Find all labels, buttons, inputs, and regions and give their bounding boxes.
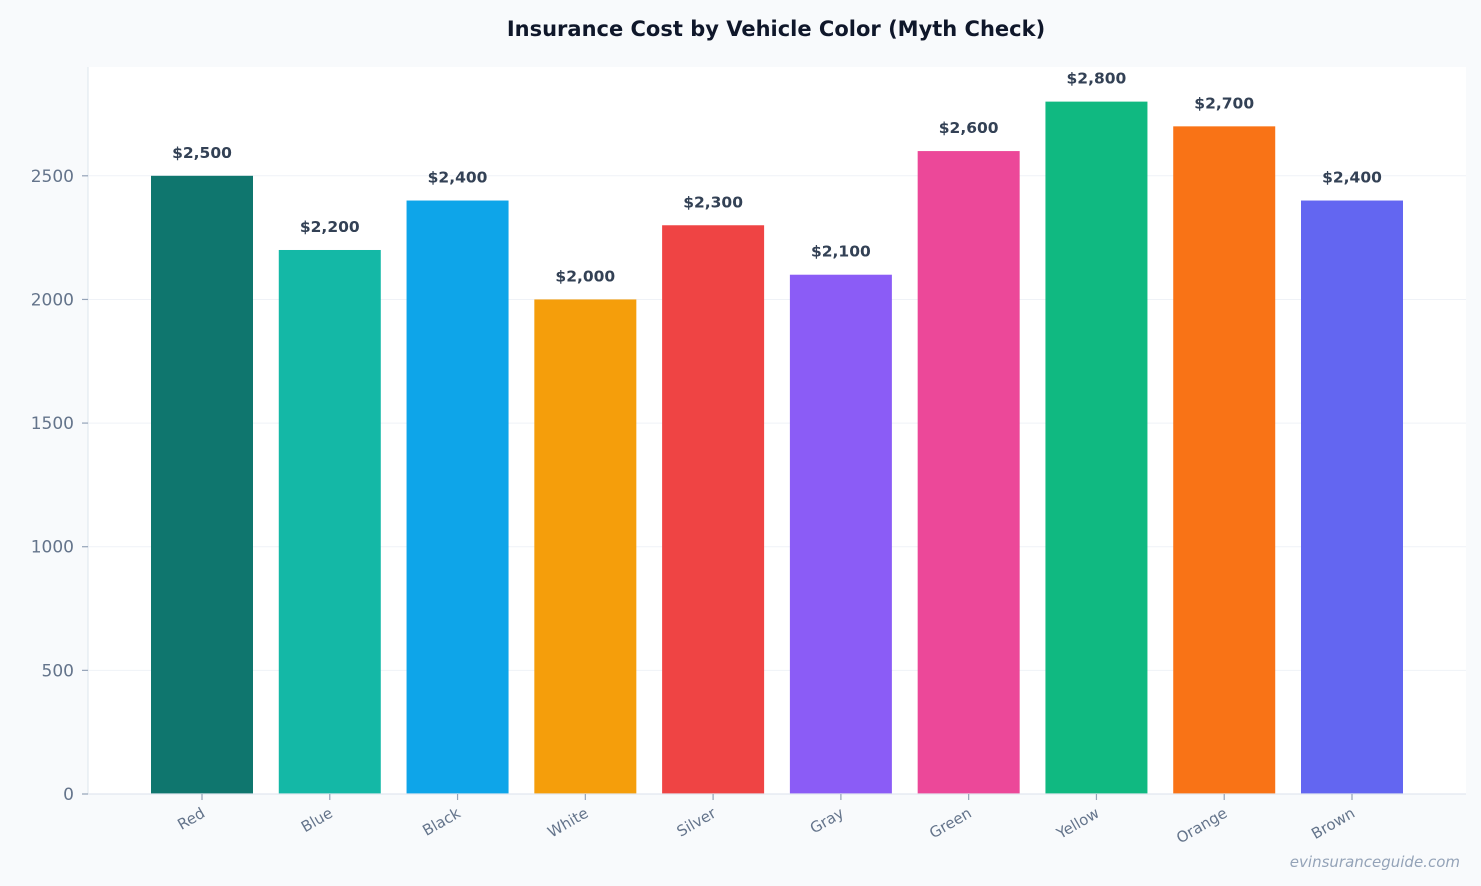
x-tick-label: Blue [298,804,336,836]
bar [917,151,1020,794]
x-tick-label: Orange [1173,804,1230,847]
bar-value-label: $2,600 [939,119,999,137]
bar [789,274,892,794]
chart-title: Insurance Cost by Vehicle Color (Myth Ch… [507,17,1045,41]
bar [278,249,381,794]
bar-value-label: $2,200 [300,218,360,236]
watermark: evinsuranceguide.com [1290,853,1460,871]
x-axis-ticks: Red Blue Black White Silver Gray Green Yellow Or… [174,794,1358,847]
bar [1045,101,1148,795]
bar [662,225,765,795]
bar [406,200,509,794]
y-axis-ticks: 0 500 1000 1500 2000 2500 [31,167,88,805]
x-tick-label: Silver [674,803,720,840]
bar-value-label: $2,300 [683,193,743,211]
bar-value-label: $2,400 [1322,169,1382,187]
value-labels: $2,500 $2,200 $2,400 $2,000 $2,300 $2,100 $2,6… [172,70,1382,286]
bar [151,175,253,794]
x-tick-label: Brown [1308,804,1358,843]
x-tick-label: Black [419,804,463,840]
bar-value-label: $2,500 [172,144,232,162]
y-tick-label: 0 [63,785,74,805]
y-tick-label: 1500 [31,414,74,434]
bar [534,299,637,794]
bar-value-label: $2,000 [555,267,615,285]
x-tick-label: Yellow [1053,804,1103,843]
x-tick-label: Green [926,804,974,842]
x-tick-label: Gray [807,804,847,838]
bar-value-label: $2,400 [428,169,488,187]
y-tick-label: 2500 [31,167,74,187]
bar-value-label: $2,100 [811,243,871,261]
bar [1301,200,1403,794]
bar-value-label: $2,700 [1194,94,1254,112]
x-tick-label: Red [174,804,208,834]
x-tick-label: White [545,804,592,841]
y-tick-label: 500 [42,661,74,681]
y-tick-label: 1000 [31,538,74,558]
y-tick-label: 2000 [31,290,74,310]
bar [1173,126,1276,795]
bar-value-label: $2,800 [1067,70,1127,88]
bars [151,101,1403,795]
